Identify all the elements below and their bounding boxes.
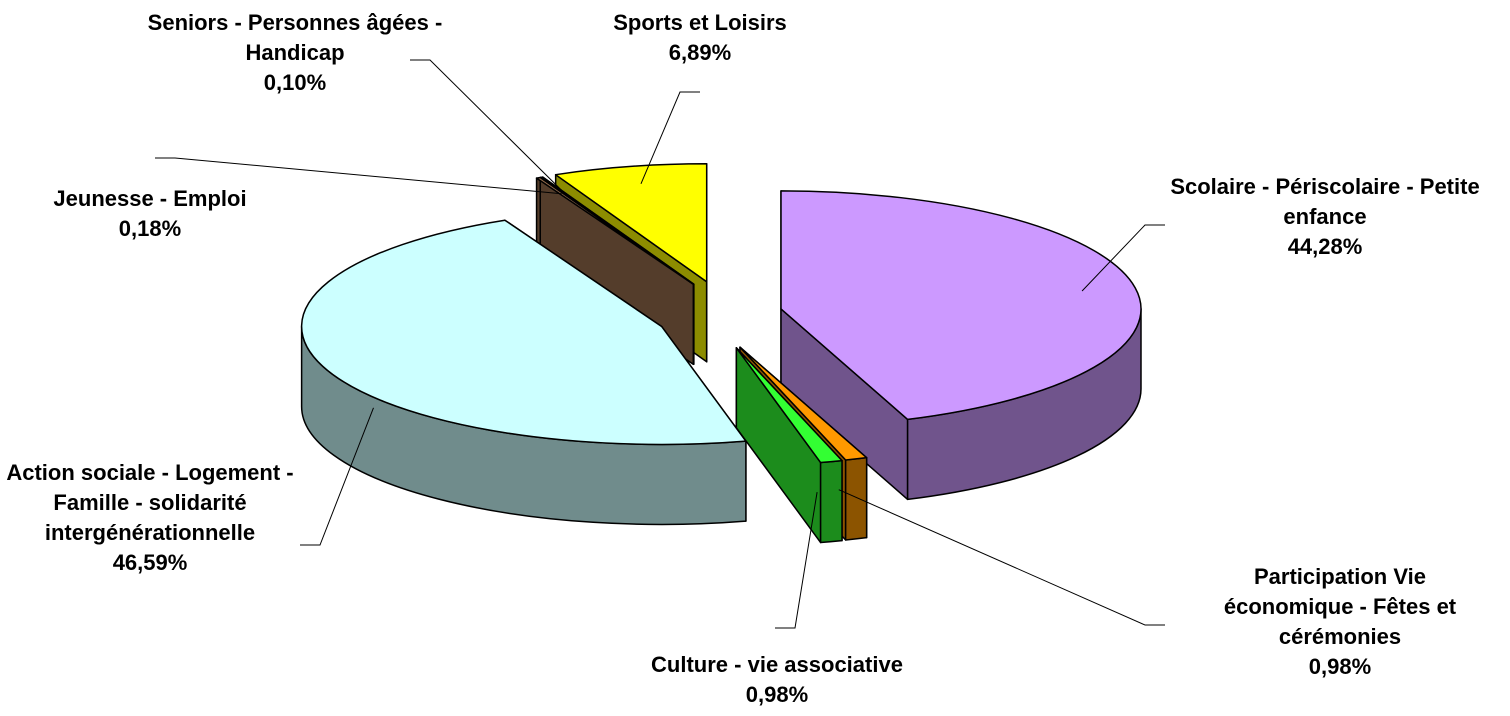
value-label: 0,98% xyxy=(1308,654,1372,679)
slice xyxy=(739,346,868,461)
slice-label: Culture - vie associative 0,98% xyxy=(587,650,967,710)
category-name: Seniors - Personnes âgées - Handicap xyxy=(147,10,443,65)
value-label: 44,28% xyxy=(1287,234,1363,259)
slice-wall xyxy=(844,456,868,541)
value-label: 0,98% xyxy=(745,682,809,707)
value-label: 46,59% xyxy=(112,550,188,575)
value-label: 6,89% xyxy=(668,40,732,65)
slice-label: Scolaire - Périscolaire - Petite enfance… xyxy=(1165,172,1485,262)
leader-line xyxy=(838,489,1165,626)
slice-label: Action sociale - Logement - Famille - so… xyxy=(0,458,300,578)
slice-label: Jeunesse - Emploi 0,18% xyxy=(0,184,300,244)
category-name: Scolaire - Périscolaire - Petite enfance xyxy=(1170,174,1480,229)
slice-label: Seniors - Personnes âgées - Handicap 0,10… xyxy=(145,8,445,98)
slice xyxy=(554,163,708,283)
leader-line xyxy=(155,157,562,195)
leader-line xyxy=(775,492,818,629)
leader-line xyxy=(410,59,565,194)
leader-line xyxy=(300,407,374,546)
value-label: 0,18% xyxy=(118,216,182,241)
slice-wall xyxy=(819,459,843,544)
leader-line xyxy=(640,91,700,185)
slice xyxy=(535,176,695,286)
slice xyxy=(735,347,843,464)
slice xyxy=(780,190,1142,421)
slice xyxy=(300,219,747,446)
category-name: Action sociale - Logement - Famille - so… xyxy=(6,460,294,545)
slice-label: Participation Vie économique - Fêtes et … xyxy=(1190,562,1490,682)
leader-line xyxy=(1081,224,1165,292)
category-name: Culture - vie associative xyxy=(651,652,903,677)
slice-label: Sports et Loisirs 6,89% xyxy=(540,8,860,68)
value-label: 0,10% xyxy=(263,70,327,95)
category-name: Jeunesse - Emploi xyxy=(53,186,247,211)
category-name: Sports et Loisirs xyxy=(613,10,787,35)
category-name: Participation Vie économique - Fêtes et … xyxy=(1223,564,1457,649)
